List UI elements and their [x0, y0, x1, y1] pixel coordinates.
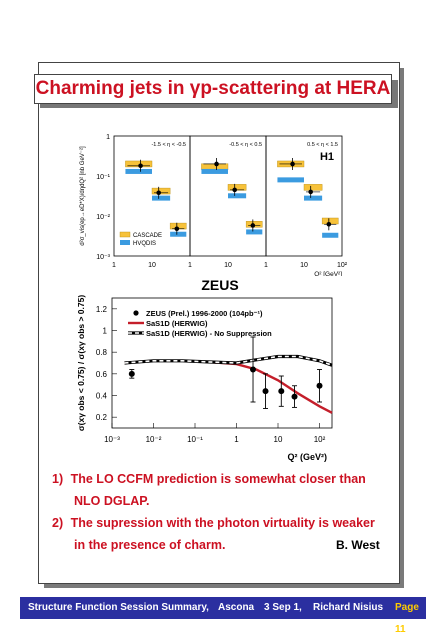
footer-bar: Structure Function Session Summary, Asco…	[20, 597, 426, 635]
h1-cascade-band	[303, 184, 323, 191]
zeus-y-tick-label: 1	[103, 327, 108, 336]
conclusion-2: 2) The supression with the photon virtua…	[52, 516, 375, 530]
h1-panel-frame	[265, 135, 343, 257]
zeus-legend-label-data: ZEUS (Prel.) 1996-2000 (104pb⁻¹)	[146, 309, 263, 318]
zeus-figure: ZEUS 0.2 0.4 0.6 0.8 1 1.2 10⁻³ 10⁻² 10⁻¹ 1 10 10² σ(…	[76, 277, 333, 462]
zeus-x-tick-label: 10²	[314, 435, 326, 444]
h1-x-tick-label: 1	[264, 262, 268, 269]
zeus-y-tick-label: 0.8	[96, 348, 108, 357]
legend-label-cascade: CASCADE	[133, 233, 162, 239]
slide-title: Charming jets in γp-scattering at HERA	[34, 74, 392, 104]
h1-panel-eta-label: 0.5 < η < 1.5	[307, 142, 338, 148]
zeus-y-tick-label: 1.2	[96, 305, 108, 314]
h1-x-tick-label: 1	[188, 262, 192, 269]
zeus-y-tick-label: 0.2	[96, 413, 108, 422]
zeus-x-tick-label: 10⁻²	[146, 435, 162, 444]
h1-hvqdis-band	[322, 232, 339, 238]
h1-data-point	[156, 190, 161, 196]
conclusion-1: 1) The LO CCFM prediction is somewhat cl…	[52, 472, 366, 486]
zeus-title: ZEUS	[201, 277, 238, 293]
conclusion-1-line-1: The LO CCFM prediction is somewhat close…	[70, 472, 366, 486]
h1-data-point	[232, 187, 237, 193]
h1-data-point	[174, 226, 180, 232]
footer-speaker: Richard Nisius	[313, 602, 384, 613]
conclusion-2-line-2: in the presence of charm.	[74, 538, 226, 552]
h1-y-tick-label: 10⁻²	[96, 214, 110, 221]
zeus-legend-marker	[133, 310, 139, 316]
legend-label-hvqdis: HVQDIS	[133, 241, 156, 247]
h1-data-point	[308, 189, 313, 195]
h1-hvqdis-band	[125, 168, 152, 174]
zeus-x-tick-label: 10⁻³	[104, 435, 120, 444]
zeus-plot-frame	[111, 297, 333, 429]
h1-y-axis-label: d²σ_vis(ep→eD*X)/dηdQ² [nb GeV⁻²]	[80, 146, 86, 246]
h1-hvqdis-band	[246, 229, 263, 235]
h1-x-tick-label: 10	[300, 262, 308, 269]
h1-y-tick-label: 1	[106, 134, 110, 141]
zeus-data-point	[316, 382, 323, 389]
zeus-data-point	[278, 388, 285, 395]
author-label: B. West	[336, 538, 380, 552]
h1-hvqdis-band	[228, 193, 247, 199]
conclusion-2-line-1: The supression with the photon virtualit…	[70, 516, 375, 530]
h1-x-tick-label: 10	[224, 262, 232, 269]
h1-cascade-band	[227, 184, 247, 191]
footer-summary: Structure Function Session Summary,	[28, 602, 209, 613]
h1-x-tick-label: 10²	[337, 262, 348, 269]
zeus-x-tick-label: 10⁻¹	[187, 435, 203, 444]
h1-x-tick-label: 10	[148, 262, 156, 269]
h1-x-axis-label: Q² [GeV²]	[314, 271, 342, 276]
legend-swatch-hvqdis	[120, 240, 130, 245]
legend-swatch-cascade	[119, 231, 131, 238]
footer-page-number: Page 11	[395, 602, 419, 635]
zeus-x-tick-label: 1	[234, 435, 239, 444]
zeus-y-axis-label: σ(xγ obs < 0.75) / σ(xγ obs > 0.75)	[76, 295, 86, 432]
zeus-legend-label-sas1d: SaS1D (HERWIG)	[146, 319, 208, 328]
zeus-curve-no-suppression	[124, 355, 333, 366]
zeus-data-point	[262, 388, 269, 395]
h1-data-point	[138, 163, 143, 169]
h1-panel-eta-label: -0.5 < η < 0.5	[229, 142, 262, 148]
h1-hvqdis-band	[277, 177, 304, 183]
conclusion-2-number: 2)	[52, 516, 64, 530]
h1-hvqdis-band	[152, 195, 171, 201]
zeus-x-tick-label: 10	[274, 435, 283, 444]
zeus-legend-label-nosup: SaS1D (HERWIG) - No Suppression	[146, 329, 272, 338]
footer-venue: Ascona	[218, 602, 255, 613]
zeus-x-axis-label: Q² (GeV²)	[288, 452, 328, 462]
slide-frame	[38, 62, 400, 584]
conclusion-1-line-2: NLO DGLAP.	[74, 494, 150, 508]
zeus-y-tick-label: 0.4	[96, 392, 108, 401]
h1-data-point	[250, 223, 256, 228]
zeus-data-point	[250, 366, 257, 373]
h1-y-tick-label: 10⁻¹	[96, 174, 110, 181]
h1-x-tick-label: 1	[112, 262, 116, 269]
zeus-data-point	[291, 393, 298, 400]
h1-experiment-label: H1	[320, 151, 334, 163]
h1-figure: -1.5 < η < -0.5 1 10 -0.5 < η < 0.5 1 10 0.5 <…	[80, 134, 348, 276]
h1-data-point	[290, 161, 295, 167]
footer-date: 3 Sep 1,	[264, 602, 302, 613]
h1-panel-eta-label: -1.5 < η < -0.5	[151, 142, 186, 148]
zeus-data-point	[128, 370, 135, 377]
conclusion-1-number: 1)	[52, 472, 64, 486]
zeus-y-tick-label: 0.6	[96, 370, 108, 379]
h1-data-point	[214, 161, 219, 167]
h1-hvqdis-band	[304, 195, 323, 201]
zeus-curve-sas1d	[124, 359, 333, 414]
h1-hvqdis-band	[201, 168, 228, 174]
h1-y-tick-label: 10⁻³	[96, 254, 110, 261]
h1-hvqdis-band	[170, 231, 187, 237]
h1-cascade-band	[151, 187, 171, 195]
h1-data-point	[326, 222, 332, 227]
